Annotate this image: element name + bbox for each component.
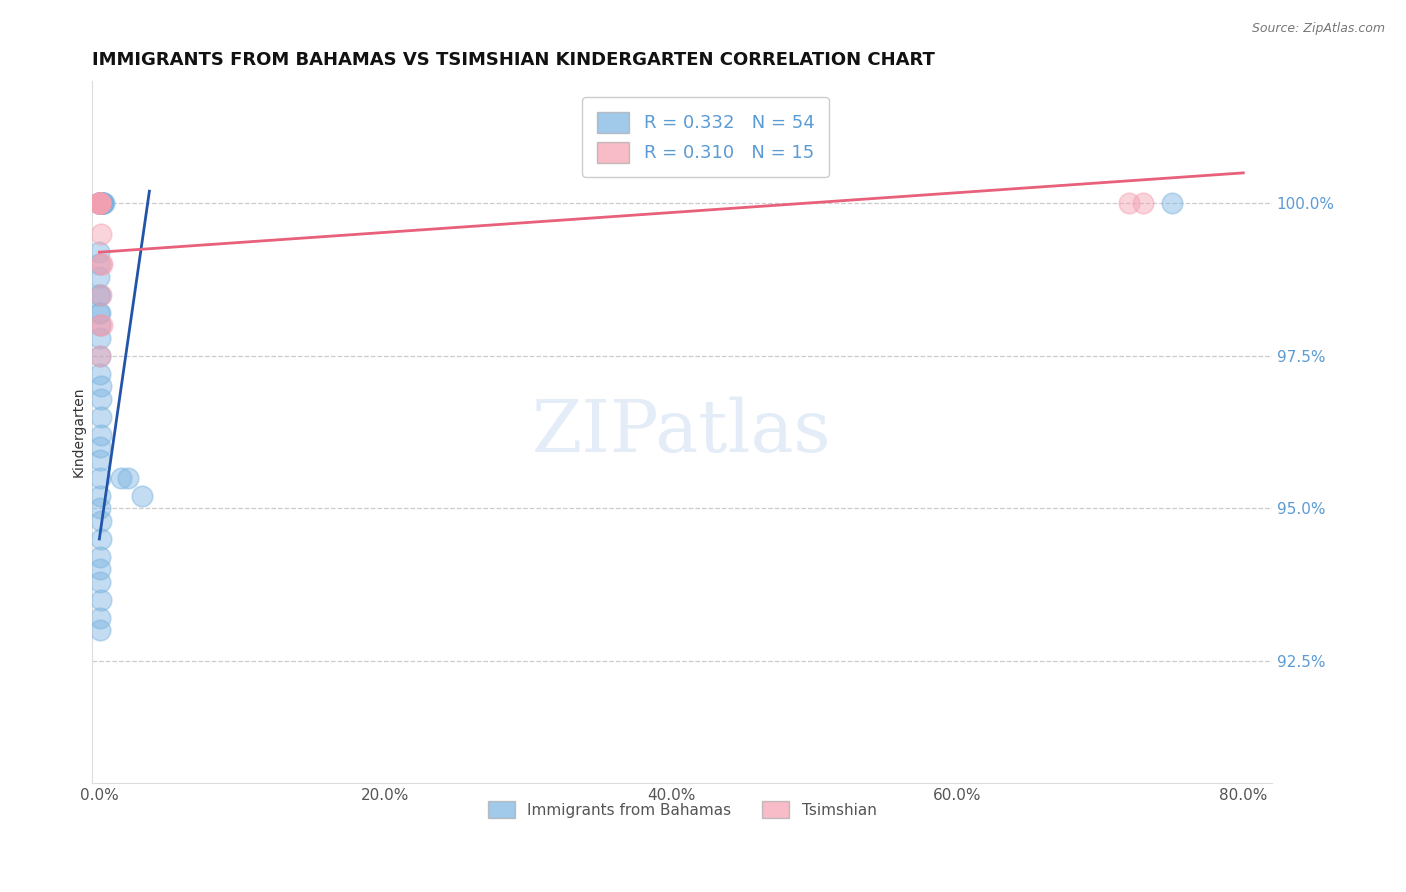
Point (90, 257, 112, 271)
Point (89, 349, 111, 363)
Point (110, 471, 132, 485)
Point (90, 428, 112, 442)
Point (89, 269, 111, 284)
Point (91, 196, 114, 211)
Point (89, 196, 111, 211)
Point (89, 489, 111, 503)
Point (91, 196, 114, 211)
Point (89, 196, 111, 211)
Point (90, 593, 112, 607)
Point (90, 379, 112, 393)
Point (89, 330, 111, 344)
Point (90, 514, 112, 528)
Point (89, 501, 111, 516)
Point (89, 288, 111, 302)
Point (90, 227, 112, 241)
Text: IMMIGRANTS FROM BAHAMAS VS TSIMSHIAN KINDERGARTEN CORRELATION CHART: IMMIGRANTS FROM BAHAMAS VS TSIMSHIAN KIN… (93, 51, 935, 69)
Point (90, 196, 112, 211)
Point (90, 196, 112, 211)
Point (91, 196, 114, 211)
Point (90, 196, 112, 211)
Point (89, 349, 111, 363)
Point (1132, 196, 1154, 211)
Legend: Immigrants from Bahamas, Tsimshian: Immigrants from Bahamas, Tsimshian (481, 795, 883, 824)
Point (89, 257, 111, 271)
Point (89, 196, 111, 211)
Point (89, 196, 111, 211)
Y-axis label: Kindergarten: Kindergarten (72, 387, 86, 477)
Point (89, 196, 111, 211)
Point (89, 452, 111, 467)
Point (90, 196, 112, 211)
Point (89, 196, 111, 211)
Point (89, 196, 111, 211)
Point (90, 196, 112, 211)
Point (89, 196, 111, 211)
Point (89, 550, 111, 565)
Point (89, 196, 111, 211)
Point (89, 318, 111, 333)
Point (90, 196, 112, 211)
Point (90, 318, 112, 333)
Point (89, 574, 111, 589)
Text: Source: ZipAtlas.com: Source: ZipAtlas.com (1251, 22, 1385, 36)
Point (90, 196, 112, 211)
Point (89, 306, 111, 320)
Point (89, 196, 111, 211)
Point (90, 392, 112, 406)
Point (90, 196, 112, 211)
Point (89, 368, 111, 382)
Point (90, 288, 112, 302)
Point (89, 288, 111, 302)
Point (91, 257, 114, 271)
Point (1118, 196, 1140, 211)
Point (131, 489, 153, 503)
Point (89, 624, 111, 638)
Point (90, 532, 112, 546)
Point (89, 196, 111, 211)
Point (89, 611, 111, 625)
Point (89, 196, 111, 211)
Point (89, 245, 111, 260)
Point (117, 471, 139, 485)
Point (89, 196, 111, 211)
Point (89, 471, 111, 485)
Point (89, 196, 111, 211)
Point (89, 306, 111, 320)
Point (1160, 196, 1182, 211)
Point (89, 562, 111, 576)
Point (90, 409, 112, 424)
Point (93, 196, 115, 211)
Point (91, 196, 114, 211)
Point (89, 441, 111, 455)
Point (89, 196, 111, 211)
Point (89, 318, 111, 333)
Text: ZIPatlas: ZIPatlas (533, 397, 832, 467)
